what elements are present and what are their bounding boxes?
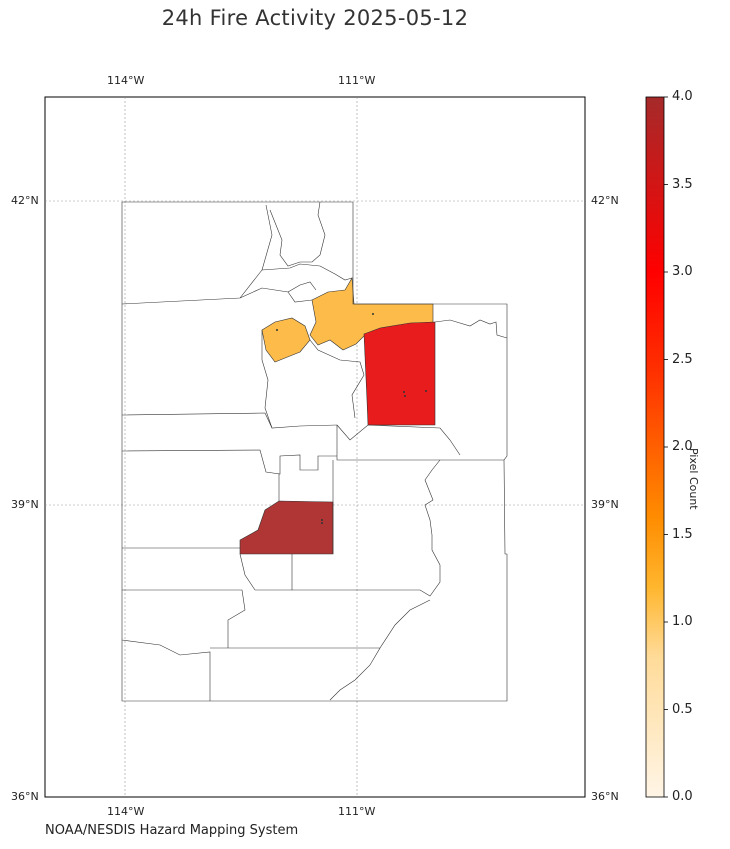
fire-point: [372, 313, 374, 315]
colorbar: [645, 96, 665, 798]
colorbar-tick-label: 4.0: [672, 89, 693, 104]
fire-point: [403, 391, 405, 393]
data-source-credit: NOAA/NESDIS Hazard Mapping System: [45, 823, 299, 838]
lat-label-left-42: 42°N: [11, 194, 39, 207]
map-title: 24h Fire Activity 2025-05-12: [161, 6, 469, 30]
lat-label-right-36: 36°N: [591, 790, 619, 803]
lon-label-top-111: 111°W: [338, 74, 376, 87]
lon-label-top-114: 114°W: [107, 74, 145, 87]
colorbar-tick-label: 3.0: [672, 264, 693, 279]
fire-point: [276, 329, 278, 331]
lon-label-bottom-111: 111°W: [338, 805, 376, 818]
colorbar-tick-label: 2.0: [672, 439, 693, 454]
fire-point: [321, 519, 323, 521]
fire-detections: [276, 313, 427, 524]
lat-label-right-39: 39°N: [591, 498, 619, 511]
lat-label-left-36: 36°N: [11, 790, 39, 803]
colorbar-tick-label: 0.0: [672, 789, 693, 804]
fire-point: [425, 390, 427, 392]
colorbar-tick-label: 3.5: [672, 177, 693, 192]
fire-point: [321, 522, 323, 524]
fire-point: [404, 395, 406, 397]
county-c-fill: [363, 321, 436, 426]
colorbar-ticks: [664, 96, 668, 798]
colorbar-label: Pixel Count: [687, 448, 700, 510]
map-frame: [44, 96, 586, 798]
lat-label-left-39: 39°N: [11, 498, 39, 511]
county-a-fill: [261, 317, 311, 363]
lat-label-right-42: 42°N: [591, 194, 619, 207]
colorbar-tick-label: 1.0: [672, 614, 693, 629]
lon-label-bottom-114: 114°W: [107, 805, 145, 818]
colorbar-tick-label: 0.5: [672, 702, 693, 717]
county-boundaries: [121, 201, 508, 702]
colorbar-tick-label: 2.5: [672, 352, 693, 367]
colorbar-tick-label: 1.5: [672, 527, 693, 542]
